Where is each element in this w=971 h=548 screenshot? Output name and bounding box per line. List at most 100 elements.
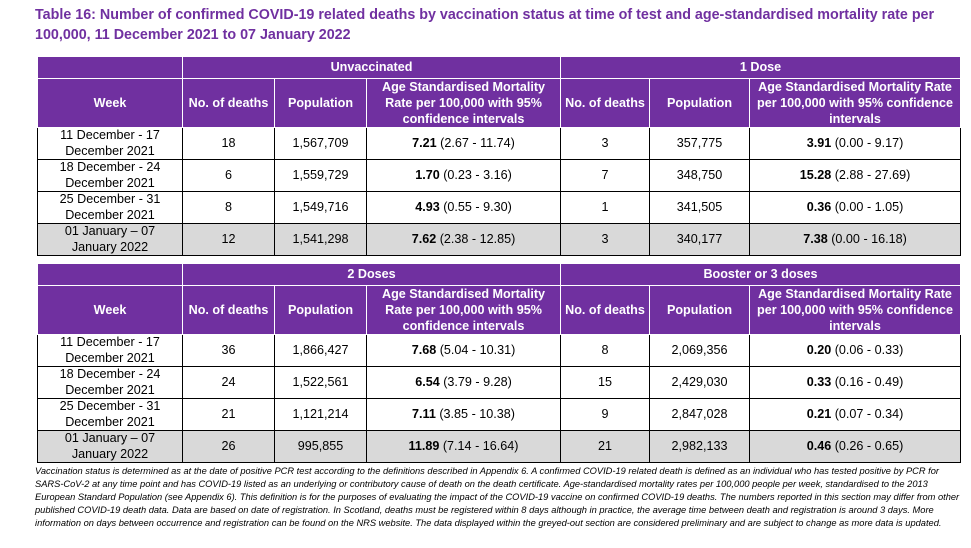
confidence-interval: (0.23 - 3.16)	[443, 167, 512, 182]
column-header-deaths: No. of deaths	[560, 78, 651, 128]
week-cell: 01 January – 07 January 2022	[37, 223, 183, 256]
deaths-cell: 8	[182, 191, 275, 224]
column-header-rate: Age Standardised Mortality Rate per 100,…	[366, 285, 561, 335]
week-cell: 25 December - 31 December 2021	[37, 191, 183, 224]
confidence-interval: (0.07 - 0.34)	[834, 406, 904, 421]
rate-cell: 7.38 (0.00 - 16.18)	[749, 223, 962, 256]
table-title: Table 16: Number of confirmed COVID-19 r…	[35, 7, 935, 43]
week-cell: 18 December - 24 December 2021	[37, 366, 183, 399]
deaths-cell: 1	[560, 191, 651, 224]
deaths-table-unvaccinated-1-dose: Unvaccinated 1 Dose Week No. of deaths P…	[37, 56, 962, 256]
week-cell: 01 January – 07 January 2022	[37, 430, 183, 463]
rate-value: 0.36	[806, 199, 832, 214]
table-row: 01 January – 07 January 2022 12 1,541,298 7…	[37, 223, 962, 256]
column-header-population: Population	[649, 285, 750, 335]
group-header-unvaccinated: Unvaccinated	[181, 56, 562, 79]
rate-cell: 0.21 (0.07 - 0.34)	[749, 398, 961, 431]
column-header-rate: Age Standardised Mortality Rate per 100,…	[749, 285, 961, 335]
population-cell: 2,429,030	[649, 366, 750, 399]
rate-cell: 7.21 (2.67 - 11.74)	[365, 127, 562, 160]
rate-cell: 1.70 (0.23 - 3.16)	[365, 159, 562, 192]
column-header-rate: Age Standardised Mortality Rate per 100,…	[749, 78, 962, 128]
deaths-cell: 3	[560, 127, 651, 160]
confidence-interval: (2.88 - 27.69)	[834, 167, 911, 182]
table-row: 25 December - 31 December 2021 21 1,121,21…	[37, 398, 961, 431]
deaths-cell: 36	[182, 334, 275, 367]
population-cell: 1,522,561	[274, 366, 367, 399]
population-cell: 2,982,133	[649, 430, 750, 463]
week-cell: 11 December - 17 December 2021	[37, 334, 183, 367]
confidence-interval: (5.04 - 10.31)	[439, 342, 516, 357]
rate-value: 0.20	[806, 342, 832, 357]
rate-cell: 7.68 (5.04 - 10.31)	[366, 334, 561, 367]
group-header-booster: Booster or 3 doses	[560, 263, 961, 286]
week-cell: 11 December - 17 December 2021	[37, 127, 183, 160]
deaths-cell: 8	[560, 334, 650, 367]
column-header-week: Week	[37, 285, 183, 335]
group-header-1-dose: 1 Dose	[560, 56, 962, 79]
rate-value: 4.93	[415, 199, 440, 214]
rate-cell: 7.11 (3.85 - 10.38)	[366, 398, 561, 431]
confidence-interval: (7.14 - 16.64)	[442, 438, 519, 453]
column-header-rate: Age Standardised Mortality Rate per 100,…	[365, 78, 562, 128]
rate-cell: 0.20 (0.06 - 0.33)	[749, 334, 961, 367]
group-header-blank	[37, 56, 183, 79]
rate-cell: 0.36 (0.00 - 1.05)	[749, 191, 962, 224]
rate-cell: 11.89 (7.14 - 16.64)	[366, 430, 561, 463]
confidence-interval: (0.06 - 0.33)	[834, 342, 904, 357]
population-cell: 1,559,729	[274, 159, 367, 192]
population-cell: 1,866,427	[274, 334, 367, 367]
deaths-cell: 21	[560, 430, 650, 463]
table-row: 11 December - 17 December 2021 18 1,567,70…	[37, 127, 962, 160]
rate-value: 15.28	[799, 167, 832, 182]
deaths-cell: 3	[560, 223, 651, 256]
rate-value: 0.21	[806, 406, 832, 421]
confidence-interval: (0.55 - 9.30)	[443, 199, 512, 214]
confidence-interval: (0.00 - 9.17)	[834, 135, 904, 150]
rate-value: 7.21	[412, 135, 437, 150]
rate-value: 7.62	[411, 231, 437, 246]
deaths-cell: 24	[182, 366, 275, 399]
rate-value: 11.89	[408, 438, 440, 453]
population-cell: 348,750	[649, 159, 751, 192]
population-cell: 340,177	[649, 223, 751, 256]
rate-cell: 3.91 (0.00 - 9.17)	[749, 127, 962, 160]
population-cell: 341,505	[649, 191, 751, 224]
rate-value: 7.68	[411, 342, 437, 357]
confidence-interval: (0.26 - 0.65)	[834, 438, 904, 453]
deaths-cell: 9	[560, 398, 650, 431]
rate-value: 0.46	[806, 438, 832, 453]
rate-value: 0.33	[806, 374, 832, 389]
population-cell: 2,847,028	[649, 398, 750, 431]
table-row: 18 December - 24 December 2021 6 1,559,729…	[37, 159, 962, 192]
group-header-2-doses: 2 Doses	[182, 263, 561, 286]
deaths-cell: 26	[182, 430, 275, 463]
rate-cell: 0.33 (0.16 - 0.49)	[749, 366, 961, 399]
confidence-interval: (3.85 - 10.38)	[439, 406, 515, 421]
rate-value: 7.11	[412, 406, 436, 421]
population-cell: 995,855	[274, 430, 367, 463]
population-cell: 1,549,716	[274, 191, 367, 224]
column-header-deaths: No. of deaths	[182, 285, 275, 335]
confidence-interval: (0.00 - 16.18)	[831, 231, 907, 246]
deaths-cell: 15	[560, 366, 650, 399]
group-header-blank	[37, 263, 183, 286]
deaths-table-2-doses-booster: 2 Doses Booster or 3 doses Week No. of d…	[37, 263, 961, 463]
column-header-week: Week	[37, 78, 183, 128]
population-cell: 357,775	[649, 127, 751, 160]
confidence-interval: (0.16 - 0.49)	[834, 374, 904, 389]
rate-value: 1.70	[415, 167, 440, 182]
population-cell: 1,567,709	[274, 127, 367, 160]
confidence-interval: (2.67 - 11.74)	[440, 135, 515, 150]
column-header-deaths: No. of deaths	[560, 285, 650, 335]
deaths-cell: 18	[182, 127, 275, 160]
footnote: Vaccination status is determined as at t…	[35, 466, 960, 528]
column-header-population: Population	[274, 285, 367, 335]
week-cell: 18 December - 24 December 2021	[37, 159, 183, 192]
confidence-interval: (2.38 - 12.85)	[439, 231, 516, 246]
deaths-cell: 6	[182, 159, 275, 192]
table-row: 11 December - 17 December 2021 36 1,866,42…	[37, 334, 961, 367]
population-cell: 1,541,298	[274, 223, 367, 256]
rate-cell: 4.93 (0.55 - 9.30)	[365, 191, 562, 224]
population-cell: 1,121,214	[274, 398, 367, 431]
